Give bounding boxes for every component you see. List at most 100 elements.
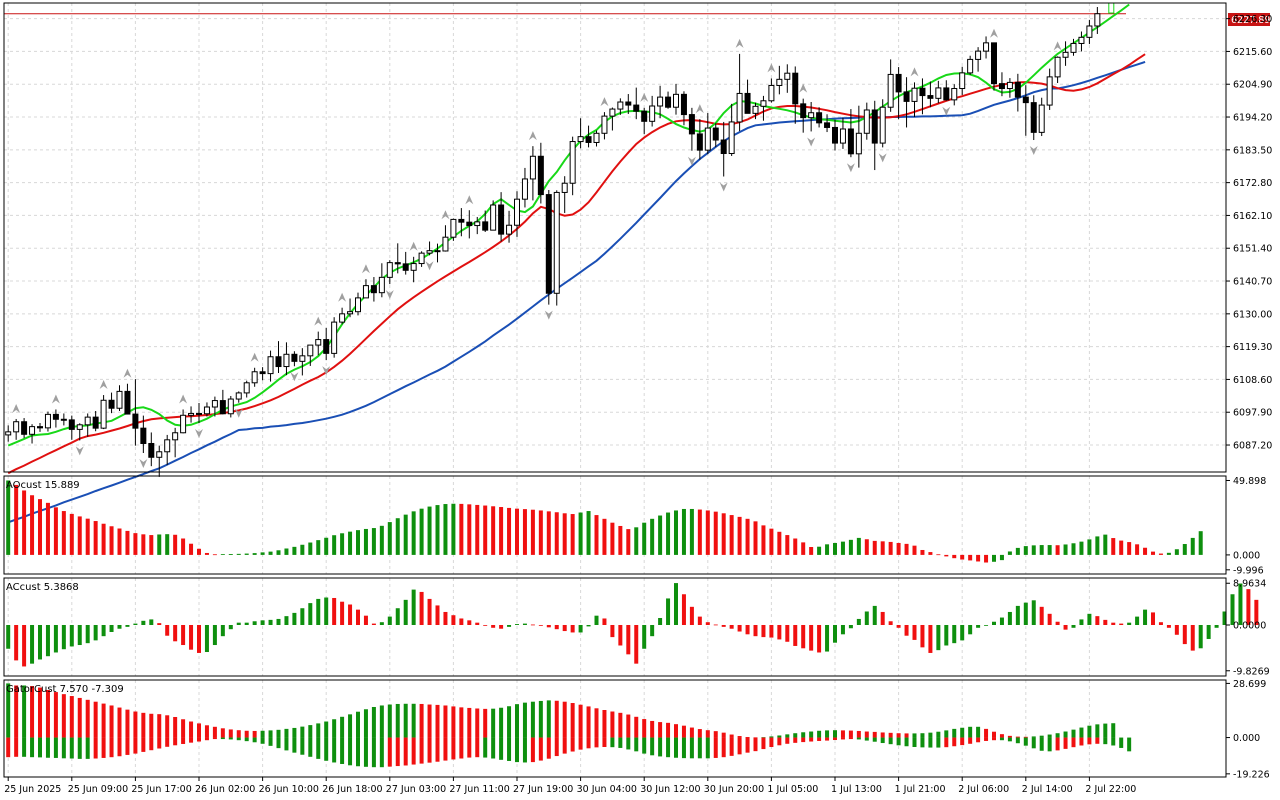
bear-candle <box>1014 81 1021 98</box>
ao-bar <box>538 510 543 555</box>
gator-lower-bar <box>1039 737 1044 751</box>
bear-candle <box>370 285 377 294</box>
ao-bar <box>157 534 162 555</box>
fractal-down-icon <box>234 408 243 418</box>
ac-bar <box>220 624 225 637</box>
ao-bar <box>515 508 519 555</box>
ac-bar <box>1119 623 1124 625</box>
ac-bar <box>173 624 178 642</box>
bear-candle <box>275 356 282 368</box>
gator-upper-bar <box>30 686 35 738</box>
fractal-up-icon <box>695 104 704 114</box>
bull-candle <box>529 155 536 180</box>
gator-upper-bar <box>570 703 575 738</box>
gator-lower-bar <box>777 737 782 746</box>
ao-bar <box>475 504 480 555</box>
x-tick-label: 25 Jun 17:00 <box>131 784 191 795</box>
gator-upper-bar <box>141 712 146 738</box>
gator-lower-bar <box>173 737 178 746</box>
ao-bar <box>403 514 408 555</box>
gator-lower-bar <box>77 737 82 759</box>
gator-upper-bar <box>785 734 790 738</box>
pane-frame <box>3 577 1227 677</box>
bull-candle <box>331 321 338 354</box>
y-tick-label: 0.000 <box>1233 733 1260 744</box>
ao-bar <box>642 522 647 555</box>
ao-bar <box>173 534 178 555</box>
ao-pane[interactable] <box>6 480 1203 563</box>
gator-pane[interactable] <box>6 683 1132 768</box>
gator-upper-bar <box>626 714 631 738</box>
bull-candle <box>442 236 449 252</box>
ac-bar <box>93 624 98 641</box>
bull-candle <box>593 132 600 143</box>
y-tick-label: 6215.60 <box>1233 47 1272 58</box>
ao-bar <box>1198 531 1203 555</box>
bear-candle <box>291 353 298 362</box>
ao-bar <box>53 507 58 555</box>
ac-bar <box>817 624 822 653</box>
bear-candle <box>196 412 202 415</box>
bull-candle <box>649 105 656 122</box>
gator-lower-bar <box>411 737 416 765</box>
gator-upper-bar <box>204 725 209 738</box>
gator-lower-bar <box>45 737 50 758</box>
fractal-down-icon <box>687 156 696 166</box>
gator-lower-bar <box>189 737 194 743</box>
ao-bar <box>920 549 925 555</box>
gator-lower-bar <box>856 737 861 740</box>
ao-bar <box>284 548 289 555</box>
ac-bar <box>753 624 758 637</box>
bear-candle <box>259 371 266 375</box>
ac-bar <box>85 624 90 644</box>
ac-bar <box>1246 589 1251 625</box>
gator-upper-bar <box>856 730 861 738</box>
y-tick-label: 8.9634 <box>1233 579 1266 590</box>
gator-upper-bar <box>284 728 289 738</box>
gator-upper-bar <box>499 707 504 738</box>
fractal-up-icon <box>735 38 744 48</box>
ac-bar <box>1158 622 1163 625</box>
ac-bar <box>236 622 241 625</box>
y-tick-label: 6108.60 <box>1233 375 1272 386</box>
bear-candle <box>585 136 592 143</box>
fractal-up-icon <box>361 264 370 274</box>
bull-candle <box>116 390 123 409</box>
fractal-up-icon <box>767 63 776 73</box>
gator-lower-bar <box>880 737 885 744</box>
gator-upper-bar <box>340 716 345 738</box>
bull-candle <box>251 371 258 384</box>
ac-bar <box>1182 624 1187 645</box>
ac-bar <box>546 624 551 628</box>
bear-candle <box>52 413 59 420</box>
gator-lower-bar <box>586 737 591 749</box>
bull-candle <box>776 78 783 86</box>
gator-upper-bar <box>1079 727 1084 738</box>
gator-upper-bar <box>864 731 869 738</box>
bull-candle <box>1062 51 1069 58</box>
fractal-up-icon <box>314 316 323 326</box>
x-tick-label: 1 Jul 21:00 <box>895 784 946 795</box>
ac-bar <box>411 589 416 625</box>
gator-lower-bar <box>960 737 965 746</box>
gator-upper-bar <box>93 701 98 738</box>
gator-lower-bar <box>356 737 360 767</box>
fractal-up-icon <box>99 380 108 390</box>
gator-upper-bar <box>212 726 217 738</box>
ac-pane[interactable] <box>6 583 1259 667</box>
bull-candle <box>283 353 290 368</box>
ac-bar <box>395 608 400 625</box>
ac-bar <box>968 624 973 635</box>
gator-upper-bar <box>475 708 480 738</box>
gator-upper-bar <box>38 687 42 738</box>
ac-bar <box>1151 612 1155 625</box>
gator-upper-bar <box>1095 724 1100 738</box>
x-tick-label: 30 Jun 12:00 <box>640 784 700 795</box>
bull-candle <box>1006 81 1013 90</box>
price-pane[interactable] <box>4 2 1146 524</box>
bear-candle <box>394 262 401 265</box>
ac-pane-title: ACcust 5.3868 <box>6 582 79 593</box>
gator-upper-bar <box>292 727 297 738</box>
ac-bar <box>252 621 257 625</box>
